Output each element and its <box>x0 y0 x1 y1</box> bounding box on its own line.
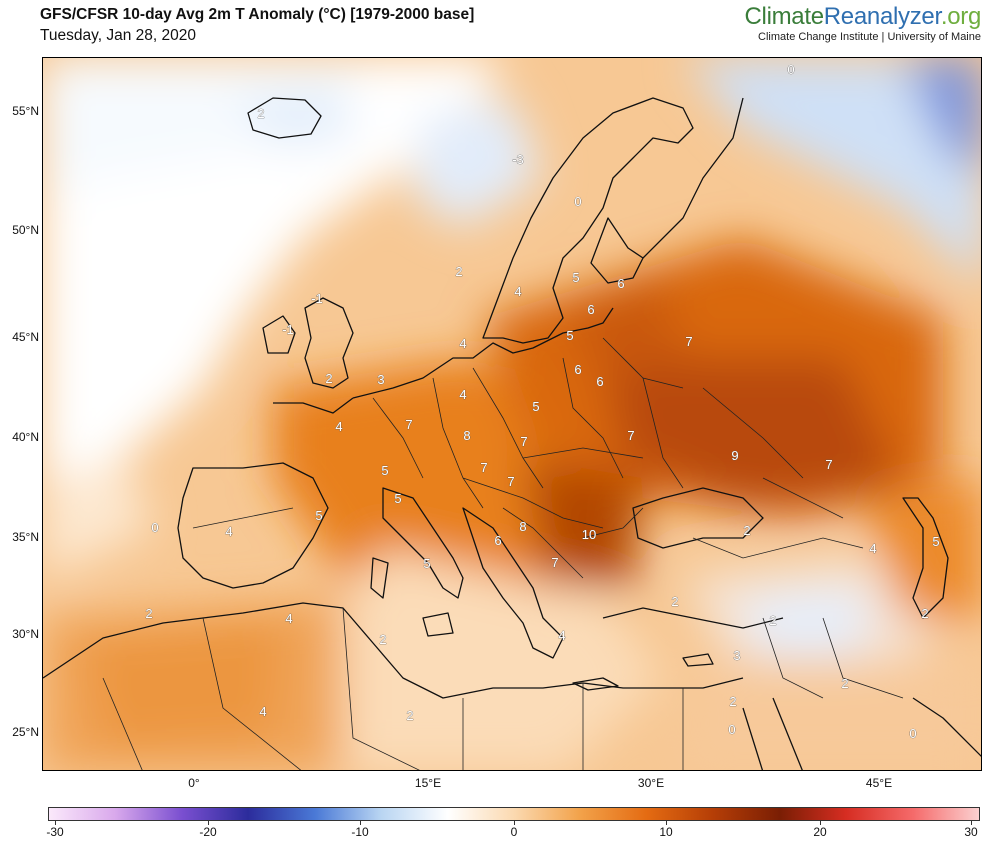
colorbar-tick-label: -30 <box>46 825 64 839</box>
anomaly-label: 2 <box>325 371 332 386</box>
institution-credit: Climate Change Institute | University of… <box>758 31 981 43</box>
colorbar-tick-mark <box>666 821 667 825</box>
anomaly-label: 6 <box>494 533 501 548</box>
anomaly-label: -3 <box>512 152 524 167</box>
colorbar <box>48 807 980 821</box>
anomaly-label: 4 <box>259 704 266 719</box>
lon-label: 0° <box>188 776 200 790</box>
anomaly-label: 7 <box>685 334 692 349</box>
colorbar-tick-mark <box>514 821 515 825</box>
anomaly-label: 6 <box>596 374 603 389</box>
colorbar-tick-mark <box>971 821 972 825</box>
brand-logo-part2: Reanalyzer <box>823 3 941 30</box>
lat-label: 45°N <box>12 330 39 344</box>
anomaly-label: 7 <box>507 474 514 489</box>
anomaly-label: 4 <box>225 524 232 539</box>
anomaly-label: 2 <box>379 632 386 647</box>
anomaly-label: 3 <box>377 372 384 387</box>
anomaly-label: 5 <box>315 508 322 523</box>
brand-logo-part3: .org <box>940 3 981 30</box>
anomaly-label: 0 <box>574 194 581 209</box>
lat-label: 25°N <box>12 725 39 739</box>
colorbar-tick-label: -20 <box>199 825 217 839</box>
anomaly-label: 10 <box>582 527 596 542</box>
colorbar-tick-label: -10 <box>351 825 369 839</box>
anomaly-labels: 0 2 -3 0 2 -1 -1 4 5 6 6 5 4 7 2 3 6 6 4… <box>145 62 940 742</box>
anomaly-label: 8 <box>519 519 526 534</box>
anomaly-label: 5 <box>381 463 388 478</box>
anomaly-label: 4 <box>514 284 521 299</box>
anomaly-label: 7 <box>627 428 634 443</box>
anomaly-field <box>43 58 981 770</box>
colorbar-tick-label: 30 <box>964 825 978 839</box>
colorbar-tick-mark <box>55 821 56 825</box>
lat-label: 40°N <box>12 430 39 444</box>
brand-logo[interactable]: ClimateReanalyzer.org <box>745 3 982 31</box>
anomaly-label: 7 <box>825 457 832 472</box>
anomaly-label: 3 <box>733 648 740 663</box>
lat-label: 30°N <box>12 627 39 641</box>
anomaly-label: 4 <box>459 387 466 402</box>
anomaly-label: 2 <box>743 523 750 538</box>
anomaly-label: 5 <box>572 270 579 285</box>
anomaly-label: 7 <box>520 434 527 449</box>
map-date: Tuesday, Jan 28, 2020 <box>40 27 196 44</box>
anomaly-label: 5 <box>566 328 573 343</box>
anomaly-label: 7 <box>551 555 558 570</box>
colorbar-tick-mark <box>820 821 821 825</box>
anomaly-label: 5 <box>532 399 539 414</box>
anomaly-label: 0 <box>909 726 916 741</box>
anomaly-label: 0 <box>151 520 158 535</box>
colorbar-tick-mark <box>208 821 209 825</box>
anomaly-label: 6 <box>574 362 581 377</box>
anomaly-label: 5 <box>423 556 430 571</box>
anomaly-label: 0 <box>787 62 794 77</box>
anomaly-label: 4 <box>285 611 292 626</box>
anomaly-map: 0 2 -3 0 2 -1 -1 4 5 6 6 5 4 7 2 3 6 6 4… <box>42 57 982 771</box>
anomaly-label: 2 <box>406 708 413 723</box>
anomaly-label: 2 <box>145 606 152 621</box>
country-borders <box>102 337 904 770</box>
anomaly-label: 4 <box>335 419 342 434</box>
lon-label: 45°E <box>865 776 893 790</box>
anomaly-map-svg: 0 2 -3 0 2 -1 -1 4 5 6 6 5 4 7 2 3 6 6 4… <box>43 58 981 770</box>
anomaly-label: -1 <box>282 322 294 337</box>
lat-label: 35°N <box>12 530 39 544</box>
lon-label: 30°E <box>637 776 665 790</box>
anomaly-label: 5 <box>932 534 939 549</box>
colorbar-tick-label: 10 <box>659 825 673 839</box>
anomaly-label: 7 <box>405 417 412 432</box>
anomaly-label: 4 <box>459 336 466 351</box>
brand-logo-part1: Climate <box>744 3 825 30</box>
lat-label: 50°N <box>12 223 39 237</box>
anomaly-label: 2 <box>257 106 264 121</box>
anomaly-label: 2 <box>729 694 736 709</box>
colorbar-tick-mark <box>360 821 361 825</box>
anomaly-label: -1 <box>311 291 323 306</box>
lon-label: 15°E <box>414 776 442 790</box>
anomaly-label: 6 <box>587 302 594 317</box>
anomaly-label: 2 <box>841 676 848 691</box>
map-title: GFS/CFSR 10-day Avg 2m T Anomaly (°C) [1… <box>40 6 475 23</box>
anomaly-label: 6 <box>617 276 624 291</box>
anomaly-label: 9 <box>731 448 738 463</box>
anomaly-label: 2 <box>671 594 678 609</box>
anomaly-label: 2 <box>455 264 462 279</box>
anomaly-label: 0 <box>728 722 735 737</box>
coastlines <box>43 97 981 770</box>
anomaly-label: 5 <box>394 491 401 506</box>
anomaly-label: 2 <box>921 606 928 621</box>
anomaly-label: 4 <box>558 628 565 643</box>
colorbar-tick-label: 20 <box>813 825 827 839</box>
anomaly-label: 7 <box>480 460 487 475</box>
anomaly-label: 4 <box>869 541 876 556</box>
anomaly-label: 2 <box>769 613 776 628</box>
lat-label: 55°N <box>12 104 39 118</box>
anomaly-label: 8 <box>463 428 470 443</box>
colorbar-tick-label: 0 <box>510 825 518 839</box>
